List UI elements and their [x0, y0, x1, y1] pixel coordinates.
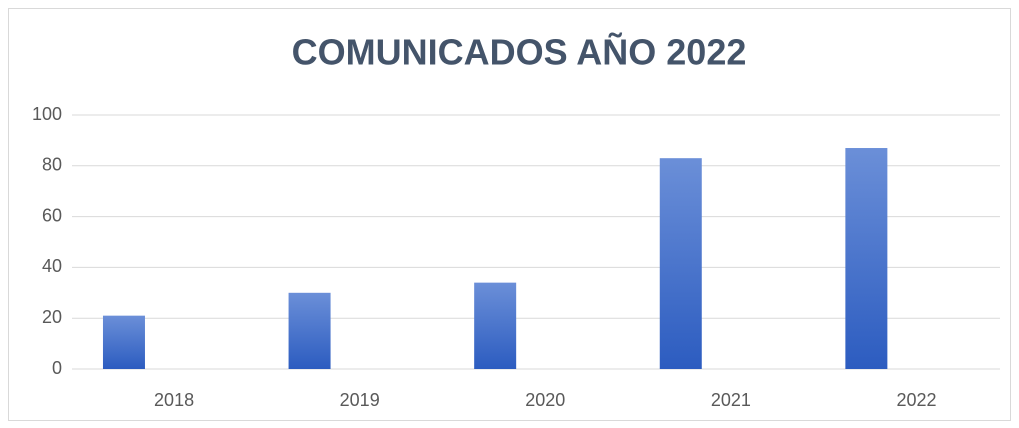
y-tick-label: 40 — [42, 256, 62, 276]
y-tick-label: 0 — [52, 358, 62, 378]
x-tick-label: 2021 — [711, 390, 751, 410]
bar — [659, 158, 702, 369]
bar — [288, 292, 331, 369]
x-tick-label: 2022 — [896, 390, 936, 410]
bar — [474, 282, 517, 369]
y-tick-label: 20 — [42, 307, 62, 327]
x-tick-label: 2018 — [154, 390, 194, 410]
y-tick-label: 80 — [42, 155, 62, 175]
y-tick-label: 60 — [42, 205, 62, 225]
bar — [845, 148, 888, 369]
bar — [102, 315, 145, 369]
x-tick-label: 2019 — [340, 390, 380, 410]
x-tick-label: 2020 — [525, 390, 565, 410]
y-tick-label: 100 — [32, 104, 62, 124]
chart-title: COMUNICADOS AÑO 2022 — [292, 31, 747, 73]
